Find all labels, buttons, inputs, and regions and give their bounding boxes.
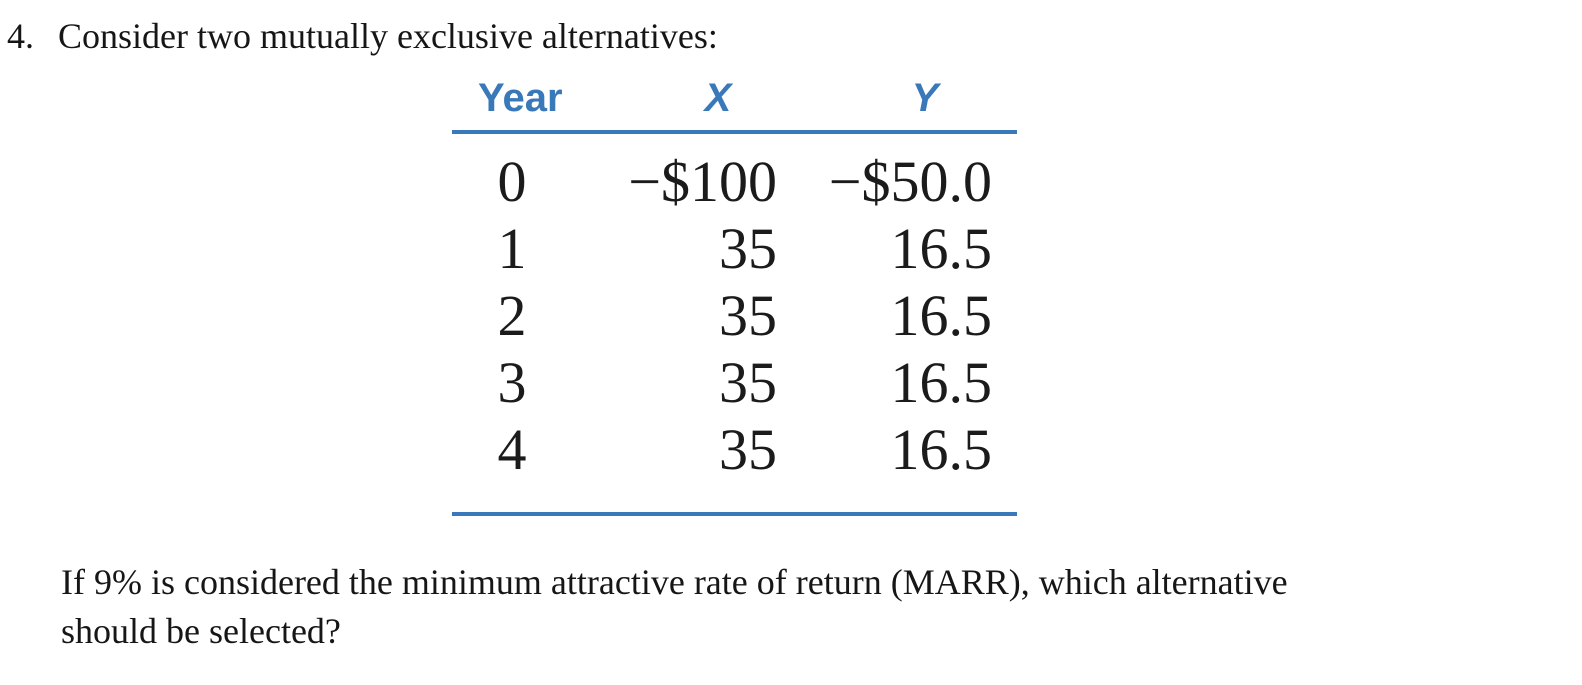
- x-value-cell: 35: [719, 283, 777, 348]
- y-value-cell: 16.5: [890, 350, 993, 415]
- problem-number: 4.: [7, 16, 34, 56]
- column-header-y: Y: [911, 76, 939, 120]
- y-value-cell: −$50.0: [828, 149, 992, 214]
- question-line-2: should be selected?: [61, 611, 341, 651]
- year-cell: 1: [497, 216, 527, 281]
- x-value-cell: −$100: [628, 149, 777, 214]
- column-header-year: Year: [478, 76, 563, 120]
- table-row: 1 35 16.5: [452, 215, 1017, 282]
- year-cell: 2: [497, 283, 527, 348]
- table-body: 0 −$100 −$50.0 1 35 16.5 2 35 16.5 3 35 …: [452, 134, 1017, 512]
- y-value-cell: 16.5: [890, 216, 993, 281]
- x-value-cell: 35: [719, 417, 777, 482]
- question-paragraph: If 9% is considered the minimum attracti…: [61, 558, 1288, 656]
- y-value-cell: 16.5: [890, 283, 993, 348]
- table-row: 4 35 16.5: [452, 416, 1017, 483]
- year-cell: 0: [497, 149, 527, 214]
- question-line-1: If 9% is considered the minimum attracti…: [61, 562, 1288, 602]
- year-cell: 3: [497, 350, 527, 415]
- table-header-row: Year X Y: [452, 70, 1017, 130]
- year-cell: 4: [497, 417, 527, 482]
- problem-heading: 4. Consider two mutually exclusive alter…: [7, 12, 718, 60]
- problem-statement: Consider two mutually exclusive alternat…: [58, 16, 718, 56]
- table-row: 2 35 16.5: [452, 282, 1017, 349]
- x-value-cell: 35: [719, 216, 777, 281]
- table-top-rule: [452, 130, 1017, 134]
- table-bottom-rule: [452, 512, 1017, 516]
- table-row: 3 35 16.5: [452, 349, 1017, 416]
- y-value-cell: 16.5: [890, 417, 993, 482]
- column-header-x: X: [704, 76, 732, 120]
- cash-flow-table: Year X Y 0 −$100 −$50.0 1 35 16.5 2 35 1…: [452, 70, 1017, 516]
- x-value-cell: 35: [719, 350, 777, 415]
- table-row: 0 −$100 −$50.0: [452, 148, 1017, 215]
